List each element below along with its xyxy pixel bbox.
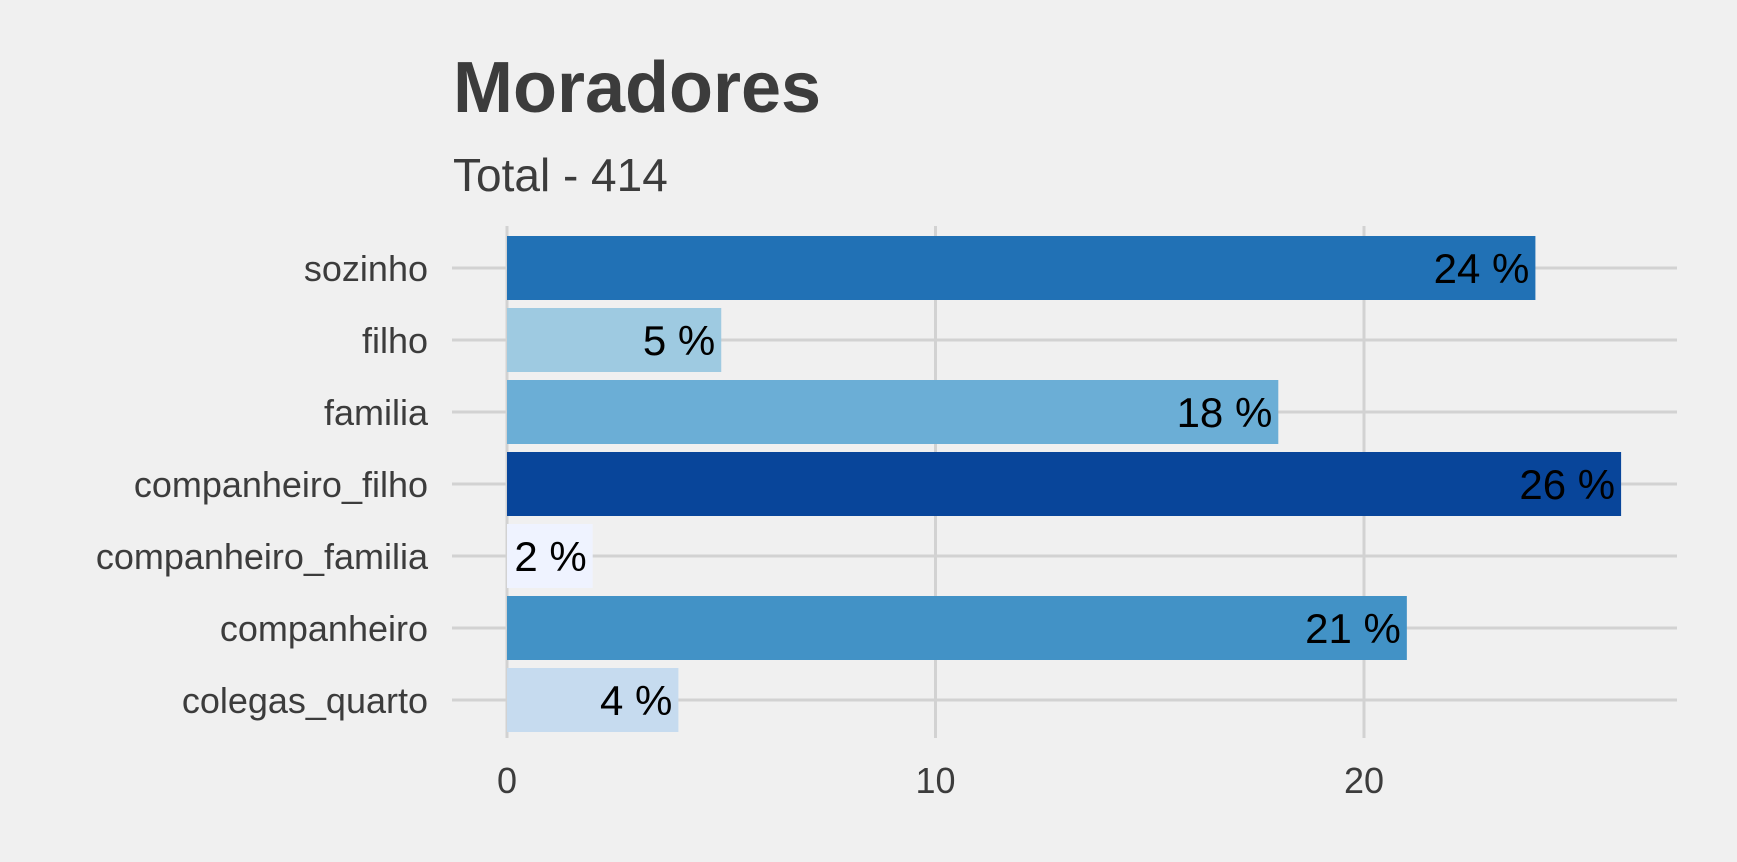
category-label: companheiro_filho [134,464,428,505]
bar-value-label: 18 % [1177,389,1273,436]
chart-title: Moradores [453,48,821,128]
x-tick-label: 20 [1344,760,1384,801]
chart-subtitle: Total - 414 [453,149,668,201]
x-tick-label: 10 [915,760,955,801]
category-label: colegas_quarto [182,680,428,721]
category-label: companheiro_familia [96,536,429,577]
bar-value-label: 4 % [600,677,672,724]
bar-filho [507,308,722,372]
bars [507,236,1622,732]
category-label: familia [324,392,429,433]
bar-companheiro [507,596,1407,660]
bar-companheiro_familia [507,524,593,588]
bar-colegas_quarto [507,668,679,732]
category-label: filho [362,320,428,361]
bar-value-label: 5 % [643,317,715,364]
bar-value-label: 2 % [514,533,586,580]
category-label: companheiro [220,608,428,649]
bar-value-label: 24 % [1434,245,1530,292]
bar-value-label: 26 % [1519,461,1615,508]
category-label: sozinho [304,248,428,289]
labels: 0 10 20 sozinho 24 % filho 5 % familia 18 % compa… [96,245,1615,801]
bar-value-label: 21 % [1305,605,1401,652]
x-tick-label: 0 [497,760,517,801]
bar-familia [507,380,1279,444]
bar-companheiro_filho [507,452,1622,516]
bar-sozinho [507,236,1536,300]
